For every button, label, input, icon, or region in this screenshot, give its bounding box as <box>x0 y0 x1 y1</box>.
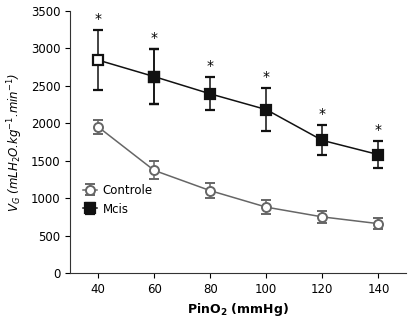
Text: *: * <box>319 107 326 121</box>
Text: *: * <box>95 12 102 26</box>
Legend: Controle, Mcis: Controle, Mcis <box>83 184 153 215</box>
Y-axis label: $V_G$ (mLH$_2$O.kg$^{-1}$.min$^{-1}$): $V_G$ (mLH$_2$O.kg$^{-1}$.min$^{-1}$) <box>5 72 25 212</box>
X-axis label: $\bf{Pin}$$\bf{O_2}$ $\bf{(mmHg)}$: $\bf{Pin}$$\bf{O_2}$ $\bf{(mmHg)}$ <box>187 301 289 318</box>
Text: *: * <box>151 31 158 45</box>
Text: *: * <box>375 123 382 137</box>
Text: *: * <box>207 59 214 73</box>
Text: *: * <box>263 70 270 84</box>
